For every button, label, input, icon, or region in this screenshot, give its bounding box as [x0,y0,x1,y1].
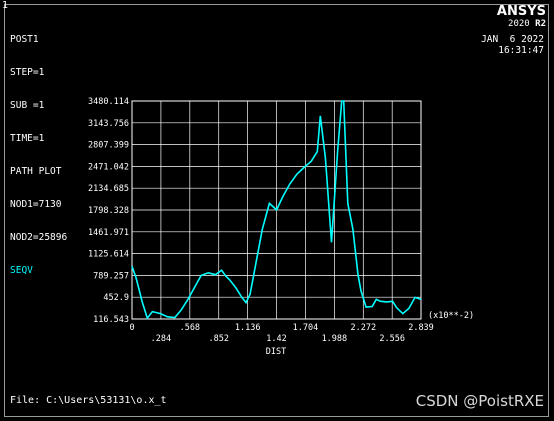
x-tick-label: 2.272 [350,323,376,333]
y-tick-label: 1798.328 [88,206,129,216]
x-tick-label: 1.704 [293,323,319,333]
x-axis-label: DIST [266,347,286,357]
y-tick-label: 3480.114 [88,97,129,107]
plot-date: JAN 6 2022 [481,34,544,45]
y-tick-label: 2471.042 [88,162,129,172]
y-tick-label: 1125.614 [88,250,129,260]
x-tick-label: 0 [129,323,134,333]
y-tick-label: 452.9 [103,293,129,303]
seqv-curve [131,100,422,320]
ansys-logo: ANSYS 2020 R2 [496,4,546,30]
logo-name: ANSYS [496,4,546,19]
x-tick-label: 2.556 [379,334,405,344]
y-tick-label: 1461.971 [88,228,129,238]
info-line-time: TIME=1 [10,133,45,144]
x-axis-ticks: 0 .568 1.136 1.704 2.272 2.839 .284 .852 1.42 1.9… [129,323,433,344]
x-axis-multiplier: (x10**-2) [428,311,474,321]
logo-release: R2 [535,19,546,29]
info-line-sub: SUB =1 [10,100,45,111]
info-line-node1: NOD1=7130 [10,199,62,210]
y-tick-label: 789.257 [93,271,129,281]
file-path: File: C:\Users\53131\o.x_t [10,395,167,406]
y-tick-label: 3143.756 [88,119,129,129]
graphics-window [4,4,549,417]
info-line-post: POST1 [10,34,39,45]
x-tick-label: .284 [151,334,171,344]
x-tick-label: .568 [180,323,200,333]
logo-version: 2020 R2 [497,19,546,29]
info-line-plot-type: PATH PLOT [10,166,62,177]
logo-version-number: 2020 [508,19,530,29]
y-tick-label: 116.543 [93,315,129,325]
window-number: 1 [2,0,9,11]
plot-info-block: POST1 STEP=1 SUB =1 TIME=1 PATH PLOT NOD… [10,12,67,287]
x-tick-label: 1.42 [266,334,286,344]
watermark: CSDN @PoistRXE [415,392,544,410]
plot-time: 16:31:47 [498,45,544,56]
result-label: SEQV [10,265,33,276]
x-tick-label: .852 [208,334,228,344]
y-axis-ticks: 116.543 452.9 789.257 1125.614 1461.971 1798.… [88,97,129,325]
x-tick-label: 1.988 [322,334,348,344]
x-tick-label: 1.136 [235,323,261,333]
y-tick-label: 2134.685 [88,184,129,194]
y-tick-label: 2807.399 [88,141,129,151]
x-tick-label: 2.839 [408,323,434,333]
info-line-node2: NOD2=25896 [10,232,68,243]
info-line-step: STEP=1 [10,67,45,78]
